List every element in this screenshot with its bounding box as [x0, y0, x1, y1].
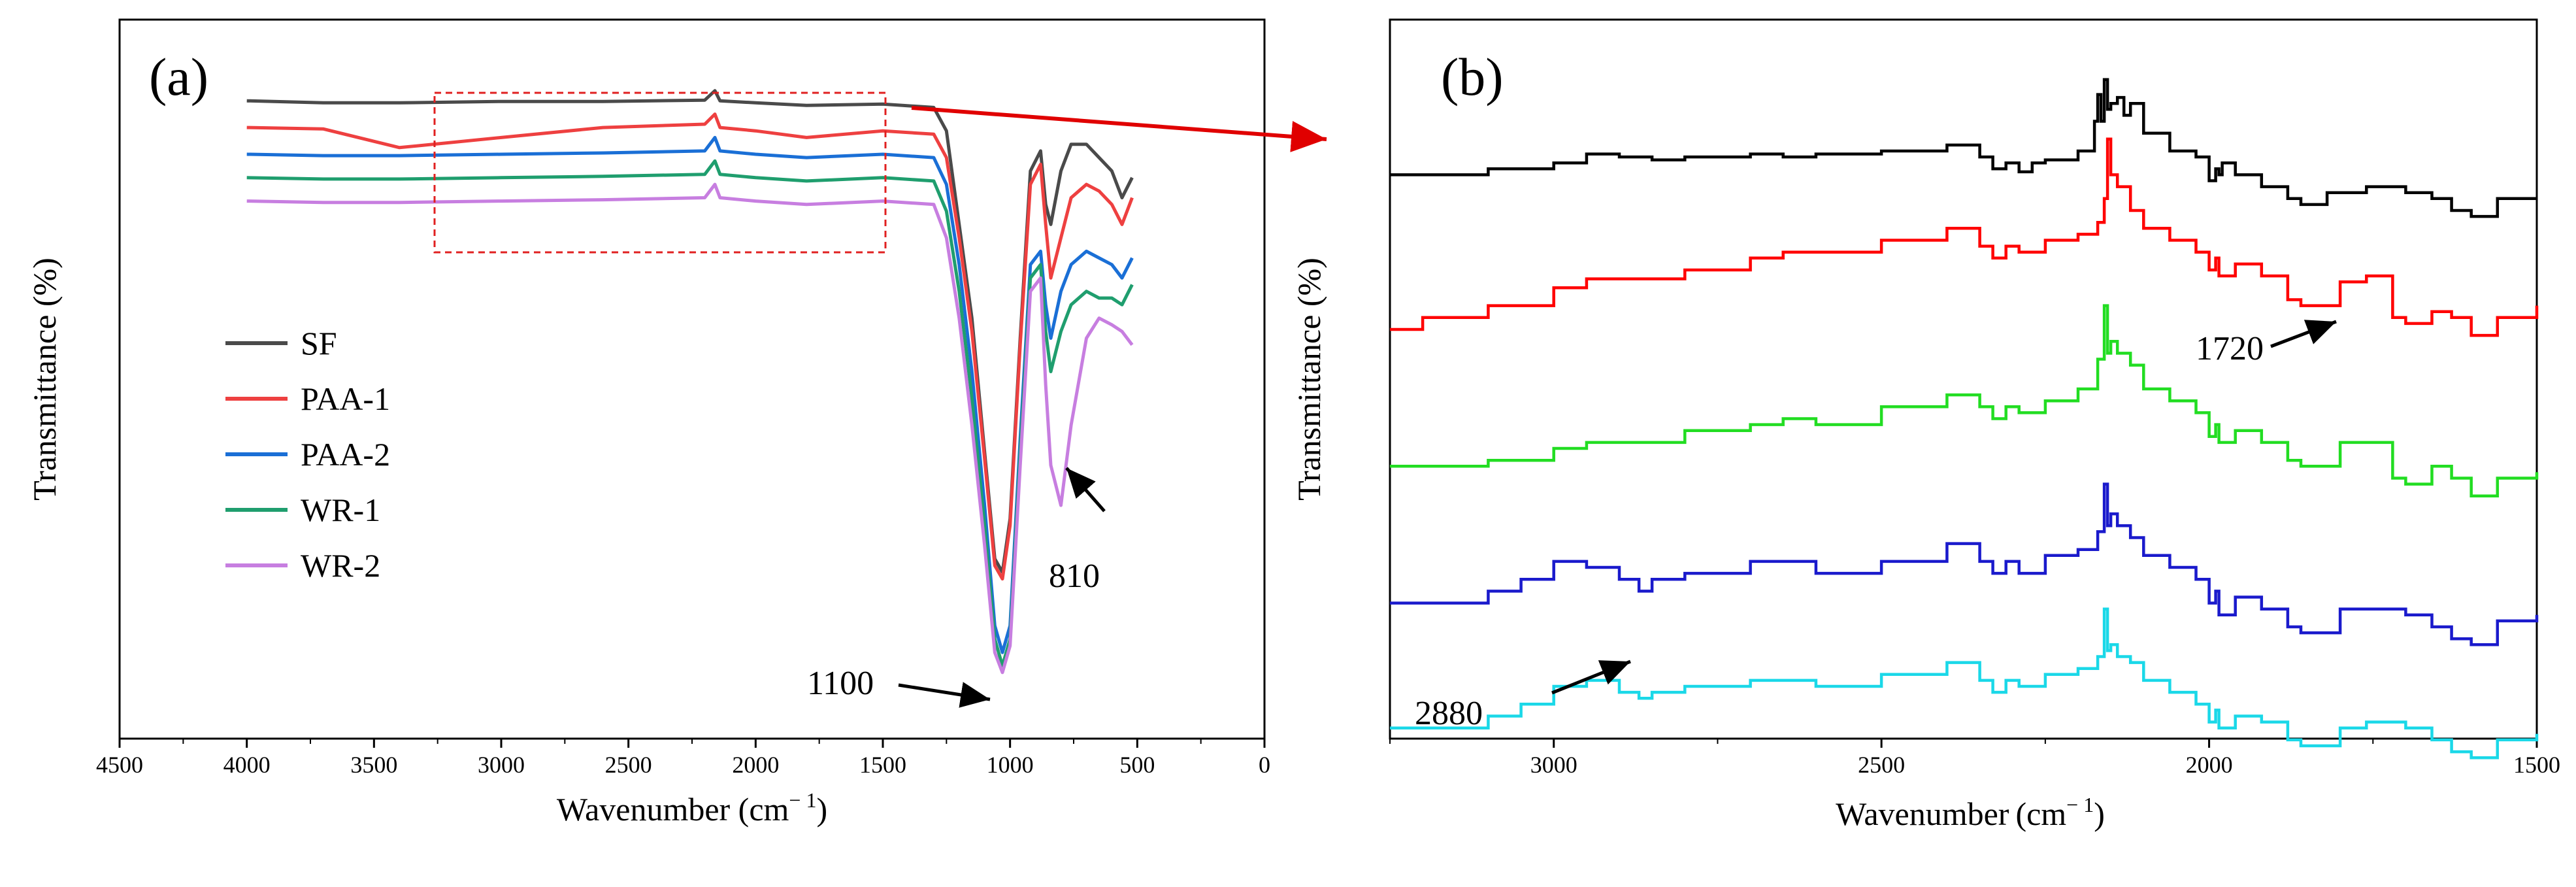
arrow-2880: [1551, 660, 1631, 695]
arrow-810: [1065, 467, 1106, 512]
legend-label-wr-1: WR-1: [301, 492, 380, 528]
x-axis-label-b: Wavenumber (cm− 1): [1836, 793, 2105, 832]
legend-label-wr-2: WR-2: [301, 547, 380, 584]
x-tick-label-a-8: 500: [1119, 752, 1155, 778]
series-line-b-3: [1390, 482, 2539, 646]
legend-label-paa-1: PAA-1: [301, 380, 390, 417]
y-axis-label-b: Transmittance (%): [1291, 258, 1327, 501]
arrow-1720: [2270, 320, 2337, 348]
x-tick-label-b-1: 2500: [1858, 752, 1905, 778]
x-tick-label-a-2: 3500: [350, 752, 397, 778]
legend-label-sf: SF: [301, 325, 337, 361]
series-line-b-1: [1390, 137, 2539, 337]
x-tick-label-a-1: 4000: [223, 752, 271, 778]
x-tick-label-b-3: 1500: [2513, 752, 2560, 778]
series-line-b-4: [1390, 607, 2539, 760]
plot-frame-b: [1389, 18, 2538, 740]
x-tick-label-a-6: 1500: [859, 752, 906, 778]
x-tick-label-a-7: 1000: [987, 752, 1034, 778]
x-tick-label-a-5: 2000: [732, 752, 779, 778]
panel-label-a: (a): [149, 47, 208, 107]
x-tick-label-a-9: 0: [1259, 752, 1270, 778]
x-tick-label-a-4: 2500: [605, 752, 652, 778]
panel-b: 3000 2500 2000 1500 (b) 1720 2880 Wavenumbe…: [1291, 18, 2560, 832]
series-line-a-paa-1: [246, 112, 1134, 581]
legend-a: SF PAA-1 PAA-2 WR-1 WR-2: [225, 325, 390, 584]
series-line-a-wr-2: [246, 182, 1134, 675]
series-line-b-2: [1390, 304, 2539, 498]
panel-label-b: (b): [1441, 47, 1504, 107]
y-axis-label-a: Transmittance (%): [26, 258, 63, 501]
zoom-arrow: [911, 106, 1327, 152]
x-tick-label-a-0: 4500: [96, 752, 143, 778]
annotation-1100: 1100: [807, 665, 874, 702]
legend-label-paa-2: PAA-2: [301, 436, 390, 473]
x-tick-label-b-0: 3000: [1530, 752, 1577, 778]
x-axis-label-a: Wavenumber (cm− 1): [557, 788, 827, 828]
series-line-a-paa-2: [246, 135, 1134, 654]
annotation-810: 810: [1049, 558, 1100, 595]
x-ticks-b: 3000 2500 2000 1500: [1389, 739, 2560, 778]
series-line-b-0: [1390, 78, 2537, 218]
series-line-a-wr-1: [246, 159, 1134, 668]
series-lines-a: [246, 89, 1134, 675]
panel-a: 4500 4000 3500 3000 2500 2000 1500 1000 500 0 (a)…: [26, 18, 1327, 828]
annotation-1720: 1720: [2196, 330, 2264, 367]
x-tick-label-b-2: 2000: [2186, 752, 2233, 778]
arrow-1100: [898, 682, 991, 708]
x-ticks-a: 4500 4000 3500 3000 2500 2000 1500 1000 500 0: [96, 739, 1270, 778]
zoom-box: [433, 92, 887, 254]
annotation-2880: 2880: [1415, 695, 1483, 732]
x-tick-label-a-3: 3000: [478, 752, 525, 778]
series-lines-b: [1390, 78, 2539, 760]
